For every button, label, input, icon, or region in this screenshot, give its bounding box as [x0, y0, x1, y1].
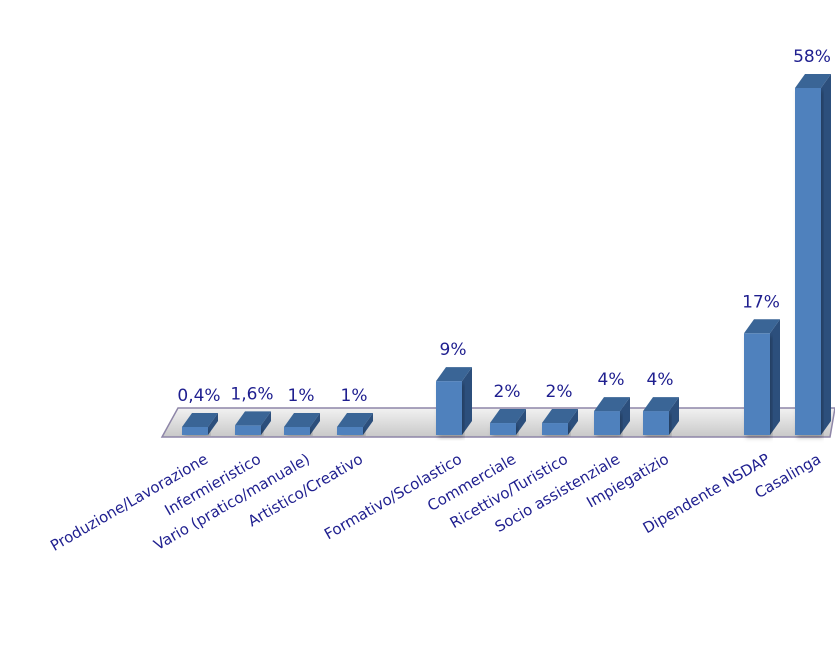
data-label: 2%: [494, 382, 521, 402]
bar-side: [261, 411, 271, 435]
data-label: 1,6%: [230, 384, 273, 404]
bar-front: [744, 333, 770, 435]
bar-side: [363, 413, 373, 435]
bar-side: [620, 397, 630, 435]
data-label: 2%: [546, 382, 573, 402]
bar: [235, 411, 271, 435]
bar-top: [337, 413, 373, 427]
bar-front: [542, 423, 568, 435]
bar-front: [436, 381, 462, 435]
bar-front: [490, 423, 516, 435]
data-label: 17%: [742, 292, 780, 312]
bar-side: [770, 319, 780, 435]
bar-top: [795, 74, 831, 88]
bar-side: [821, 74, 831, 435]
value-labels-group: 0,4% 1,6% 1% 1% 9% 2% 2% 4% 4% 17% 58%: [177, 47, 831, 406]
bar-front: [182, 427, 208, 435]
bar-top: [594, 397, 630, 412]
data-label: 0,4%: [177, 386, 220, 406]
bar-side: [462, 367, 472, 435]
data-label: 1%: [288, 386, 315, 406]
bar-front: [284, 427, 310, 435]
bar: [542, 409, 578, 435]
bar-top: [490, 409, 526, 424]
bar: [643, 397, 679, 435]
bar-side: [208, 413, 218, 435]
bar: [594, 397, 630, 435]
bar-side: [669, 397, 679, 435]
bars-group: [182, 74, 831, 435]
bar-side: [568, 409, 578, 435]
data-label: 4%: [598, 370, 625, 390]
bar-top: [436, 367, 472, 382]
bar-side: [310, 413, 320, 435]
bar-top: [182, 413, 218, 427]
data-label: 58%: [793, 47, 831, 67]
category-labels-group: Produzione/LavorazioneInfermieristicoVar…: [47, 450, 824, 555]
bar: [744, 319, 780, 435]
bar-top: [744, 319, 780, 334]
bar-front: [795, 88, 821, 435]
data-label: 1%: [341, 386, 368, 406]
bar-top: [643, 397, 679, 412]
bar-front: [643, 411, 669, 435]
bar-top: [542, 409, 578, 424]
bar: [795, 74, 831, 435]
bar: [284, 413, 320, 435]
bar-top: [235, 411, 271, 426]
bar: [490, 409, 526, 435]
bar-top: [284, 413, 320, 427]
bar: [337, 413, 373, 435]
bar: [436, 367, 472, 435]
bar: [182, 413, 218, 435]
bar-front: [337, 427, 363, 435]
bar-side: [516, 409, 526, 435]
data-label: 4%: [647, 370, 674, 390]
bar-front: [235, 425, 261, 435]
data-label: 9%: [440, 340, 467, 360]
bar-front: [594, 411, 620, 435]
